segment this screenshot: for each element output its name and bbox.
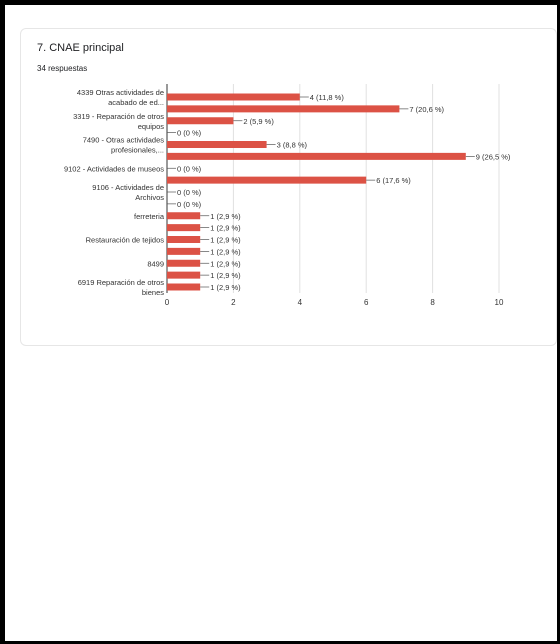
data-label: 0 (0 %) <box>177 129 202 138</box>
category-label-line: profesionales,... <box>111 146 164 155</box>
bar <box>167 117 234 125</box>
category-label-line: 9106 - Actividades de <box>92 183 164 192</box>
x-tick-label: 0 <box>165 298 170 307</box>
category-label-line: acabado de ed... <box>108 98 164 107</box>
data-label: 1 (2,9 %) <box>210 224 241 233</box>
category-label-line: equipos <box>138 122 165 131</box>
bar <box>167 224 201 232</box>
bar <box>167 152 466 160</box>
data-label: 0 (0 %) <box>177 188 202 197</box>
bar <box>167 283 201 291</box>
bar <box>167 93 300 101</box>
bar <box>167 247 201 255</box>
category-label: 7490 - Otras actividadesprofesionales,..… <box>83 136 165 155</box>
category-label-line: 6919 Reparación de otros <box>78 278 165 287</box>
data-label: 1 (2,9 %) <box>210 247 241 256</box>
x-tick-label: 10 <box>495 298 504 307</box>
bar <box>167 176 367 184</box>
data-label: 4 (11,8 %) <box>310 93 345 102</box>
data-label: 2 (5,9 %) <box>243 117 274 126</box>
data-label: 7 (20,6 %) <box>409 105 444 114</box>
data-label: 0 (0 %) <box>177 164 202 173</box>
category-label-line: 7490 - Otras actividades <box>83 136 165 145</box>
bar <box>167 236 201 243</box>
data-label: 0 (0 %) <box>177 200 202 209</box>
data-label: 3 (8,8 %) <box>277 141 308 150</box>
category-label-line: bienes <box>142 288 164 297</box>
x-tick-label: 6 <box>364 298 369 307</box>
x-tick-label: 8 <box>430 298 435 307</box>
x-tick-label: 2 <box>231 298 236 307</box>
data-label: 1 (2,9 %) <box>210 283 241 292</box>
bar <box>167 141 267 148</box>
data-label: 9 (26,5 %) <box>476 152 511 161</box>
bar <box>167 271 201 279</box>
category-label-line: 8499 <box>147 259 164 268</box>
category-label-line: Archivos <box>135 193 164 202</box>
response-count: 34 respuestas <box>37 64 88 73</box>
category-label-line: 3319 - Reparación de otros <box>73 112 164 121</box>
category-label-line: Restauración de tejidos <box>86 236 165 245</box>
question-card: 7. CNAE principal 34 respuestas 0 2 4 6 8 10 4… <box>20 28 557 346</box>
bar-chart: 0 2 4 6 8 10 4 (11,8 %) 4339 Otras actividades … <box>64 84 511 307</box>
category-label: 9102 - Actividades de museos <box>64 164 164 173</box>
data-label: 1 (2,9 %) <box>210 236 241 245</box>
data-label: 6 (17,6 %) <box>376 176 411 185</box>
x-tick-label: 4 <box>298 298 303 307</box>
bar <box>167 259 201 267</box>
category-label-line: 9102 - Actividades de museos <box>64 164 164 173</box>
data-label: 1 (2,9 %) <box>210 212 241 221</box>
category-label: 8499 <box>147 259 164 268</box>
category-label: ferreteria <box>134 212 165 221</box>
question-title: 7. CNAE principal <box>37 42 124 54</box>
bar <box>167 212 201 220</box>
category-label-line: 4339 Otras actividades de <box>77 88 164 97</box>
category-label-line: ferreteria <box>134 212 165 221</box>
bar <box>167 105 400 113</box>
data-label: 1 (2,9 %) <box>210 271 241 280</box>
category-label: Restauración de tejidos <box>86 236 165 245</box>
data-label: 1 (2,9 %) <box>210 259 241 268</box>
